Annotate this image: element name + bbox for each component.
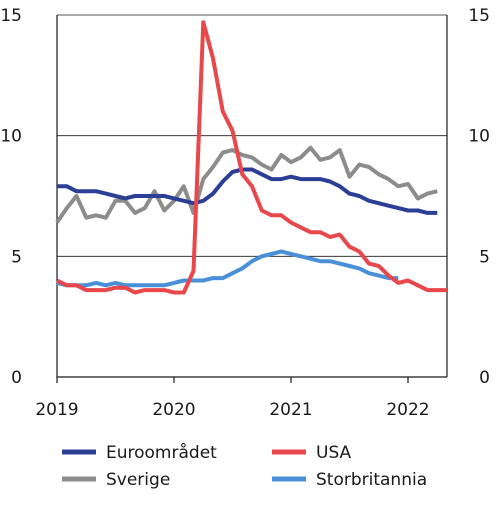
- series-line-euroområdet: [57, 167, 438, 215]
- x-tick-label-2019: 2019: [35, 400, 78, 420]
- series-line-storbritannia: [56, 249, 399, 288]
- y-tick-left-10: 10: [0, 127, 22, 147]
- legend-label-euroområdet: Euroområdet: [106, 442, 217, 463]
- x-tick-label-2021: 2021: [269, 400, 312, 420]
- y-tick-labels-right: 0 5 10 15: [468, 6, 490, 388]
- y-tick-right-10: 10: [468, 127, 490, 147]
- x-tick-label-2020: 2020: [152, 400, 195, 420]
- y-tick-left-0: 0: [11, 368, 22, 388]
- legend-label-usa: USA: [316, 443, 352, 463]
- series-line-usa: [56, 20, 447, 295]
- x-tick-labels: 2019 2020 2021 2022: [35, 377, 430, 420]
- y-tick-right-5: 5: [479, 247, 490, 267]
- y-tick-left-15: 15: [0, 6, 22, 26]
- series-lines: [55, 20, 447, 295]
- legend-label-sverige: Sverige: [106, 470, 170, 490]
- x-tick-label-2022: 2022: [386, 400, 429, 420]
- legend-label-storbritannia: Storbritannia: [316, 470, 427, 490]
- legend: Euroområdet USA Sverige Storbritannia: [62, 442, 427, 490]
- y-tick-right-0: 0: [479, 368, 490, 388]
- series-line-sverige: [55, 145, 438, 224]
- gridlines: [57, 14, 447, 378]
- y-tick-left-5: 5: [11, 247, 22, 267]
- y-tick-labels-left: 0 5 10 15: [0, 6, 22, 388]
- axes: [56, 15, 448, 377]
- y-tick-right-15: 15: [468, 6, 490, 26]
